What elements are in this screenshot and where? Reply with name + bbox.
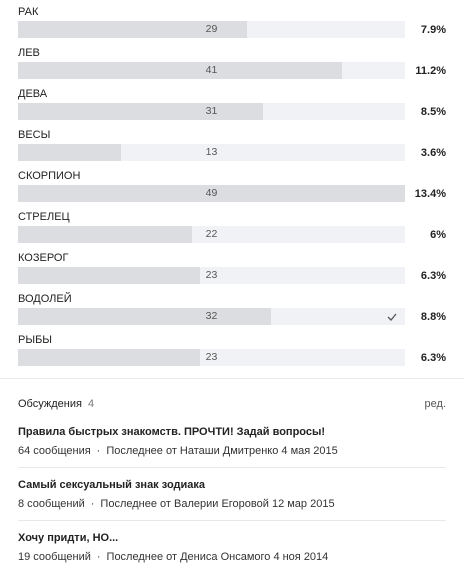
option-label: СКОРПИОН: [18, 170, 81, 182]
option-percent: 3.6%: [420, 147, 446, 159]
option-bar: [18, 185, 405, 202]
discussions-count: 4: [88, 398, 95, 410]
option-count: 23: [205, 351, 218, 363]
option-label: ВЕСЫ: [18, 129, 51, 141]
topic-last: Последнее от Дениса Онсамого 4 ноя 2014: [91, 551, 328, 563]
option-bar: [18, 308, 271, 325]
topic-title[interactable]: Правила быстрых знакомств. ПРОЧТИ! Задай…: [18, 426, 326, 438]
check-icon: [387, 313, 397, 321]
topic-meta: 19 сообщенийПоследнее от Дениса Онсамого…: [18, 551, 328, 563]
option-count: 49: [205, 187, 218, 199]
option-bar: [18, 267, 200, 284]
topic-last: Последнее от Наташи Дмитренко 4 мая 2015: [91, 445, 338, 457]
option-percent: 6%: [430, 229, 446, 241]
option-label: СТРЕЛЕЦ: [18, 211, 70, 223]
option-bar: [18, 103, 263, 120]
option-percent: 11.2%: [415, 65, 446, 77]
option-label: ДЕВА: [18, 88, 48, 100]
option-count: 13: [205, 146, 218, 158]
discussions-title[interactable]: Обсуждения: [18, 398, 82, 410]
option-track[interactable]: 22: [18, 226, 405, 243]
option-bar: [18, 349, 200, 366]
topic-posts: 19 сообщений: [18, 551, 91, 563]
option-track[interactable]: 31: [18, 103, 405, 120]
topic-posts: 64 сообщения: [18, 445, 91, 457]
option-count: 23: [205, 269, 218, 281]
option-track[interactable]: 23: [18, 267, 405, 284]
option-count: 29: [205, 23, 218, 35]
option-percent: 8.8%: [420, 311, 446, 323]
option-label: РАК: [18, 6, 39, 18]
option-percent: 6.3%: [420, 352, 446, 364]
option-bar: [18, 226, 192, 243]
topic-last: Последнее от Валерии Егоровой 12 мар 201…: [85, 498, 335, 510]
topic-posts: 8 сообщений: [18, 498, 85, 510]
option-count: 32: [205, 310, 218, 322]
option-percent: 7.9%: [420, 24, 446, 36]
topic-divider: [18, 520, 446, 521]
option-bar: [18, 62, 342, 79]
option-track[interactable]: 13: [18, 144, 405, 161]
option-percent: 6.3%: [420, 270, 446, 282]
option-bar: [18, 21, 248, 38]
topic-meta: 8 сообщенийПоследнее от Валерии Егоровой…: [18, 498, 335, 510]
topic-meta: 64 сообщенияПоследнее от Наташи Дмитренк…: [18, 445, 338, 457]
option-percent: 13.4%: [414, 188, 446, 200]
edit-link[interactable]: ред.: [424, 398, 446, 410]
topic-title[interactable]: Хочу придти, НО...: [18, 532, 119, 544]
divider: [0, 378, 464, 379]
option-label: КОЗЕРОГ: [18, 252, 69, 264]
option-track[interactable]: 23: [18, 349, 405, 366]
topic-divider: [18, 467, 446, 468]
option-label: ЛЕВ: [18, 47, 40, 59]
option-count: 41: [205, 64, 218, 76]
topic-title[interactable]: Самый сексуальный знак зодиака: [18, 479, 205, 491]
option-label: РЫБЫ: [18, 334, 53, 346]
option-track[interactable]: 41: [18, 62, 405, 79]
option-bar: [18, 144, 121, 161]
option-track[interactable]: 49: [18, 185, 405, 202]
discussions-header: Обсуждения 4: [18, 398, 94, 410]
option-track[interactable]: 29: [18, 21, 405, 38]
option-track[interactable]: 32: [18, 308, 405, 325]
option-count: 22: [205, 228, 218, 240]
option-percent: 8.5%: [420, 106, 446, 118]
option-label: ВОДОЛЕЙ: [18, 293, 72, 305]
option-count: 31: [205, 105, 218, 117]
